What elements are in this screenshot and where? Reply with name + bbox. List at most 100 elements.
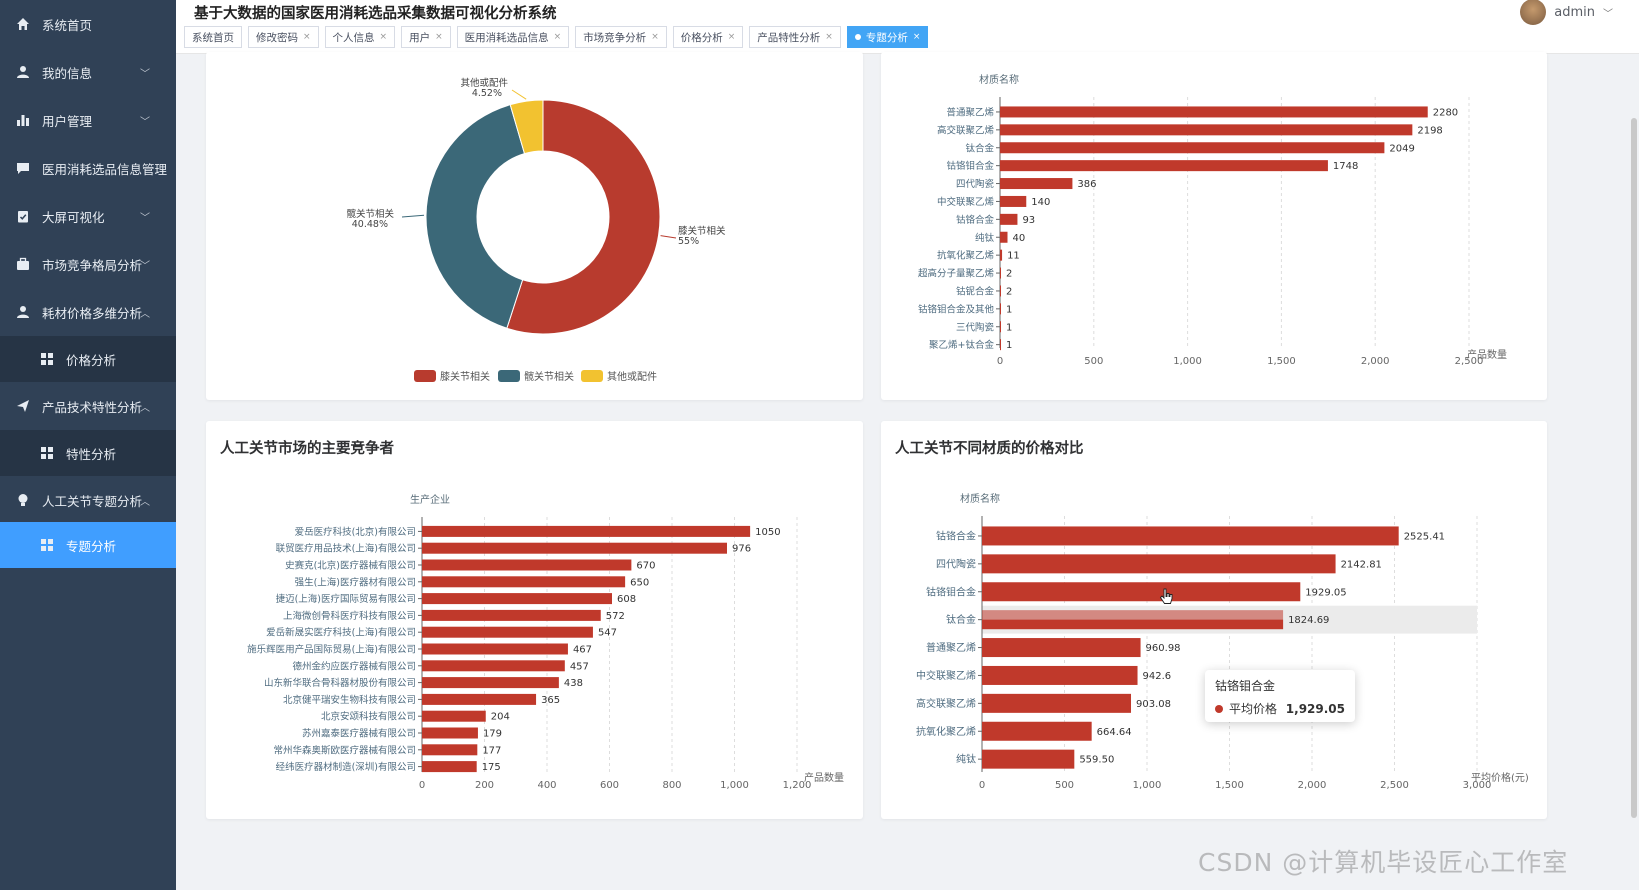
bar-5 [1000,195,1027,207]
tab-label: 价格分析 [680,31,723,44]
category-label-0: 钴铬合金 [936,529,976,542]
x-tick-label: 1,000 [720,780,749,791]
sidebar-item-label: 大屏可视化 [42,209,105,225]
legend-label-1: 髋关节相关 [524,370,574,383]
x-tick-label: 200 [475,780,494,791]
sidebar-item-11[interactable]: 专题分析 [0,522,176,568]
bar-10 [422,693,537,705]
chevron-down-icon[interactable]: ﹀ [1603,8,1613,20]
close-icon[interactable]: × [912,32,921,42]
home-icon [16,17,30,31]
x-tick-label: 500 [1055,780,1074,791]
value-label-8: 457 [570,661,589,672]
tab-4[interactable]: 医用消耗选品信息 × [456,26,570,48]
bar-10 [1000,285,1001,297]
bar-4 [422,593,612,605]
close-icon[interactable]: × [553,32,562,42]
category-label-4: 普通聚乙烯 [926,641,976,654]
tab-5[interactable]: 市场竞争分析 × [575,26,667,48]
sidebar-item-10[interactable]: 人工关节专题分析 ︿ [0,476,176,524]
tab-8[interactable]: 专题分析 × [846,26,929,48]
chevron-down-icon: ﹀ [140,212,150,224]
close-icon[interactable]: × [379,32,388,42]
bar-11 [1000,303,1001,315]
value-label-2: 1929.05 [1305,587,1346,598]
tooltip-title: 钴铬钼合金 [1215,679,1276,693]
sidebar-item-7[interactable]: 价格分析 [0,336,176,382]
bar-14 [422,761,477,773]
value-label-4: 960.98 [1146,643,1181,654]
pie-chart: 膝关节相关55%髋关节相关40.48%其他或配件4.52%膝关节相关 髋关节相关其… [346,77,726,383]
tab-6[interactable]: 价格分析 × [672,26,744,48]
price-compare-chart: 0 500 1,000 1,500 2,000 2,500 3,000 材质名称平均价格(元)… [916,492,1529,791]
price-compare-panel: 人工关节不同材质的价格对比 0 500 1,000 1,500 2,000 2,500 3,… [881,421,1547,819]
sidebar-item-3[interactable]: 医用消耗选品信息管理 [0,144,176,192]
value-label-3: 1824.69 [1288,615,1329,626]
y-axis-title: 材质名称 [960,492,1000,505]
sidebar-item-1[interactable]: 我的信息 ﹀ [0,48,176,96]
sidebar-item-5[interactable]: 市场竞争格局分析 ﹀ [0,240,176,288]
sidebar-item-9[interactable]: 特性分析 [0,430,176,476]
close-icon[interactable]: × [727,32,736,42]
send-icon [16,399,30,413]
clipboard-icon [16,209,30,223]
bar-2 [422,559,632,571]
bar-7 [982,721,1092,741]
sidebar-item-label: 价格分析 [66,352,117,368]
bar-5 [982,665,1138,685]
chevron-up-icon: ︿ [140,496,150,508]
sidebar-item-6[interactable]: 耗材价格多维分析 ︿ [0,288,176,336]
value-label-8: 559.50 [1079,755,1114,766]
x-tick-label: 1,500 [1267,356,1296,367]
x-tick-label: 1,500 [1215,780,1244,791]
avatar[interactable] [1520,0,1547,25]
chart-tooltip: 钴铬钼合金 平均价格 1,929.05 [1205,670,1355,722]
category-label-13: 聚乙烯+钛合金 [929,339,994,351]
close-icon[interactable]: × [651,32,659,42]
value-label-11: 1 [1006,304,1012,315]
tab-2[interactable]: 个人信息 × [324,26,396,48]
sidebar-item-8[interactable]: 产品技术特性分析 ︿ [0,382,176,430]
value-label-4: 608 [617,594,636,605]
tab-label: 修改密码 [256,31,298,44]
category-label-2: 钴铬钼合金 [926,585,976,598]
sidebar-item-2[interactable]: 用户管理 ﹀ [0,96,176,144]
value-label-7: 664.64 [1097,727,1132,738]
x-tick-label: 0 [419,780,425,791]
value-label-10: 365 [541,695,560,706]
category-label-12: 苏州嘉泰医疗器械有限公司 [302,728,416,740]
tab-0[interactable]: 系统首页 [184,26,242,48]
active-dot-icon [854,34,861,40]
tab-3[interactable]: 用户 × [401,26,451,48]
category-label-6: 高交联聚乙烯 [916,697,976,710]
close-icon[interactable]: × [435,32,443,42]
scrollbar[interactable] [1631,118,1637,818]
category-label-2: 钛合金 [965,142,994,154]
bar-2 [1000,142,1385,154]
user-menu[interactable]: admin ﹀ [1520,0,1613,25]
value-label-5: 140 [1031,197,1050,208]
price-compare-title: 人工关节不同材质的价格对比 [895,441,1084,457]
tab-label: 市场竞争分析 [583,31,647,44]
x-axis-title: 产品数量 [1467,348,1507,361]
close-icon[interactable]: × [303,32,311,42]
hand-cursor-icon [1159,588,1173,604]
close-icon[interactable]: × [825,32,833,42]
username[interactable]: admin [1554,4,1595,20]
tab-label: 用户 [409,31,431,44]
user-icon [16,65,30,79]
pie-percent-0: 55% [678,236,699,247]
tab-label: 产品特性分析 [757,31,821,44]
sidebar-item-4[interactable]: 大屏可视化 ﹀ [0,192,176,240]
bar-0 [1000,106,1428,118]
bar-3 [1000,160,1328,172]
top-header: 基于大数据的国家医用消耗选品采集数据可视化分析系统 系统首页 修改密码 × 个人信息 ×… [176,0,1639,54]
sidebar-item-0[interactable]: 系统首页 [0,0,176,48]
category-label-11: 北京安颂科技有限公司 [321,711,416,723]
bar-2 [982,582,1301,602]
value-label-8: 11 [1007,251,1020,262]
tab-1[interactable]: 修改密码 × [248,26,319,48]
tab-7[interactable]: 产品特性分析 × [749,26,841,48]
bar-0 [982,526,1399,546]
value-label-12: 179 [483,729,502,740]
